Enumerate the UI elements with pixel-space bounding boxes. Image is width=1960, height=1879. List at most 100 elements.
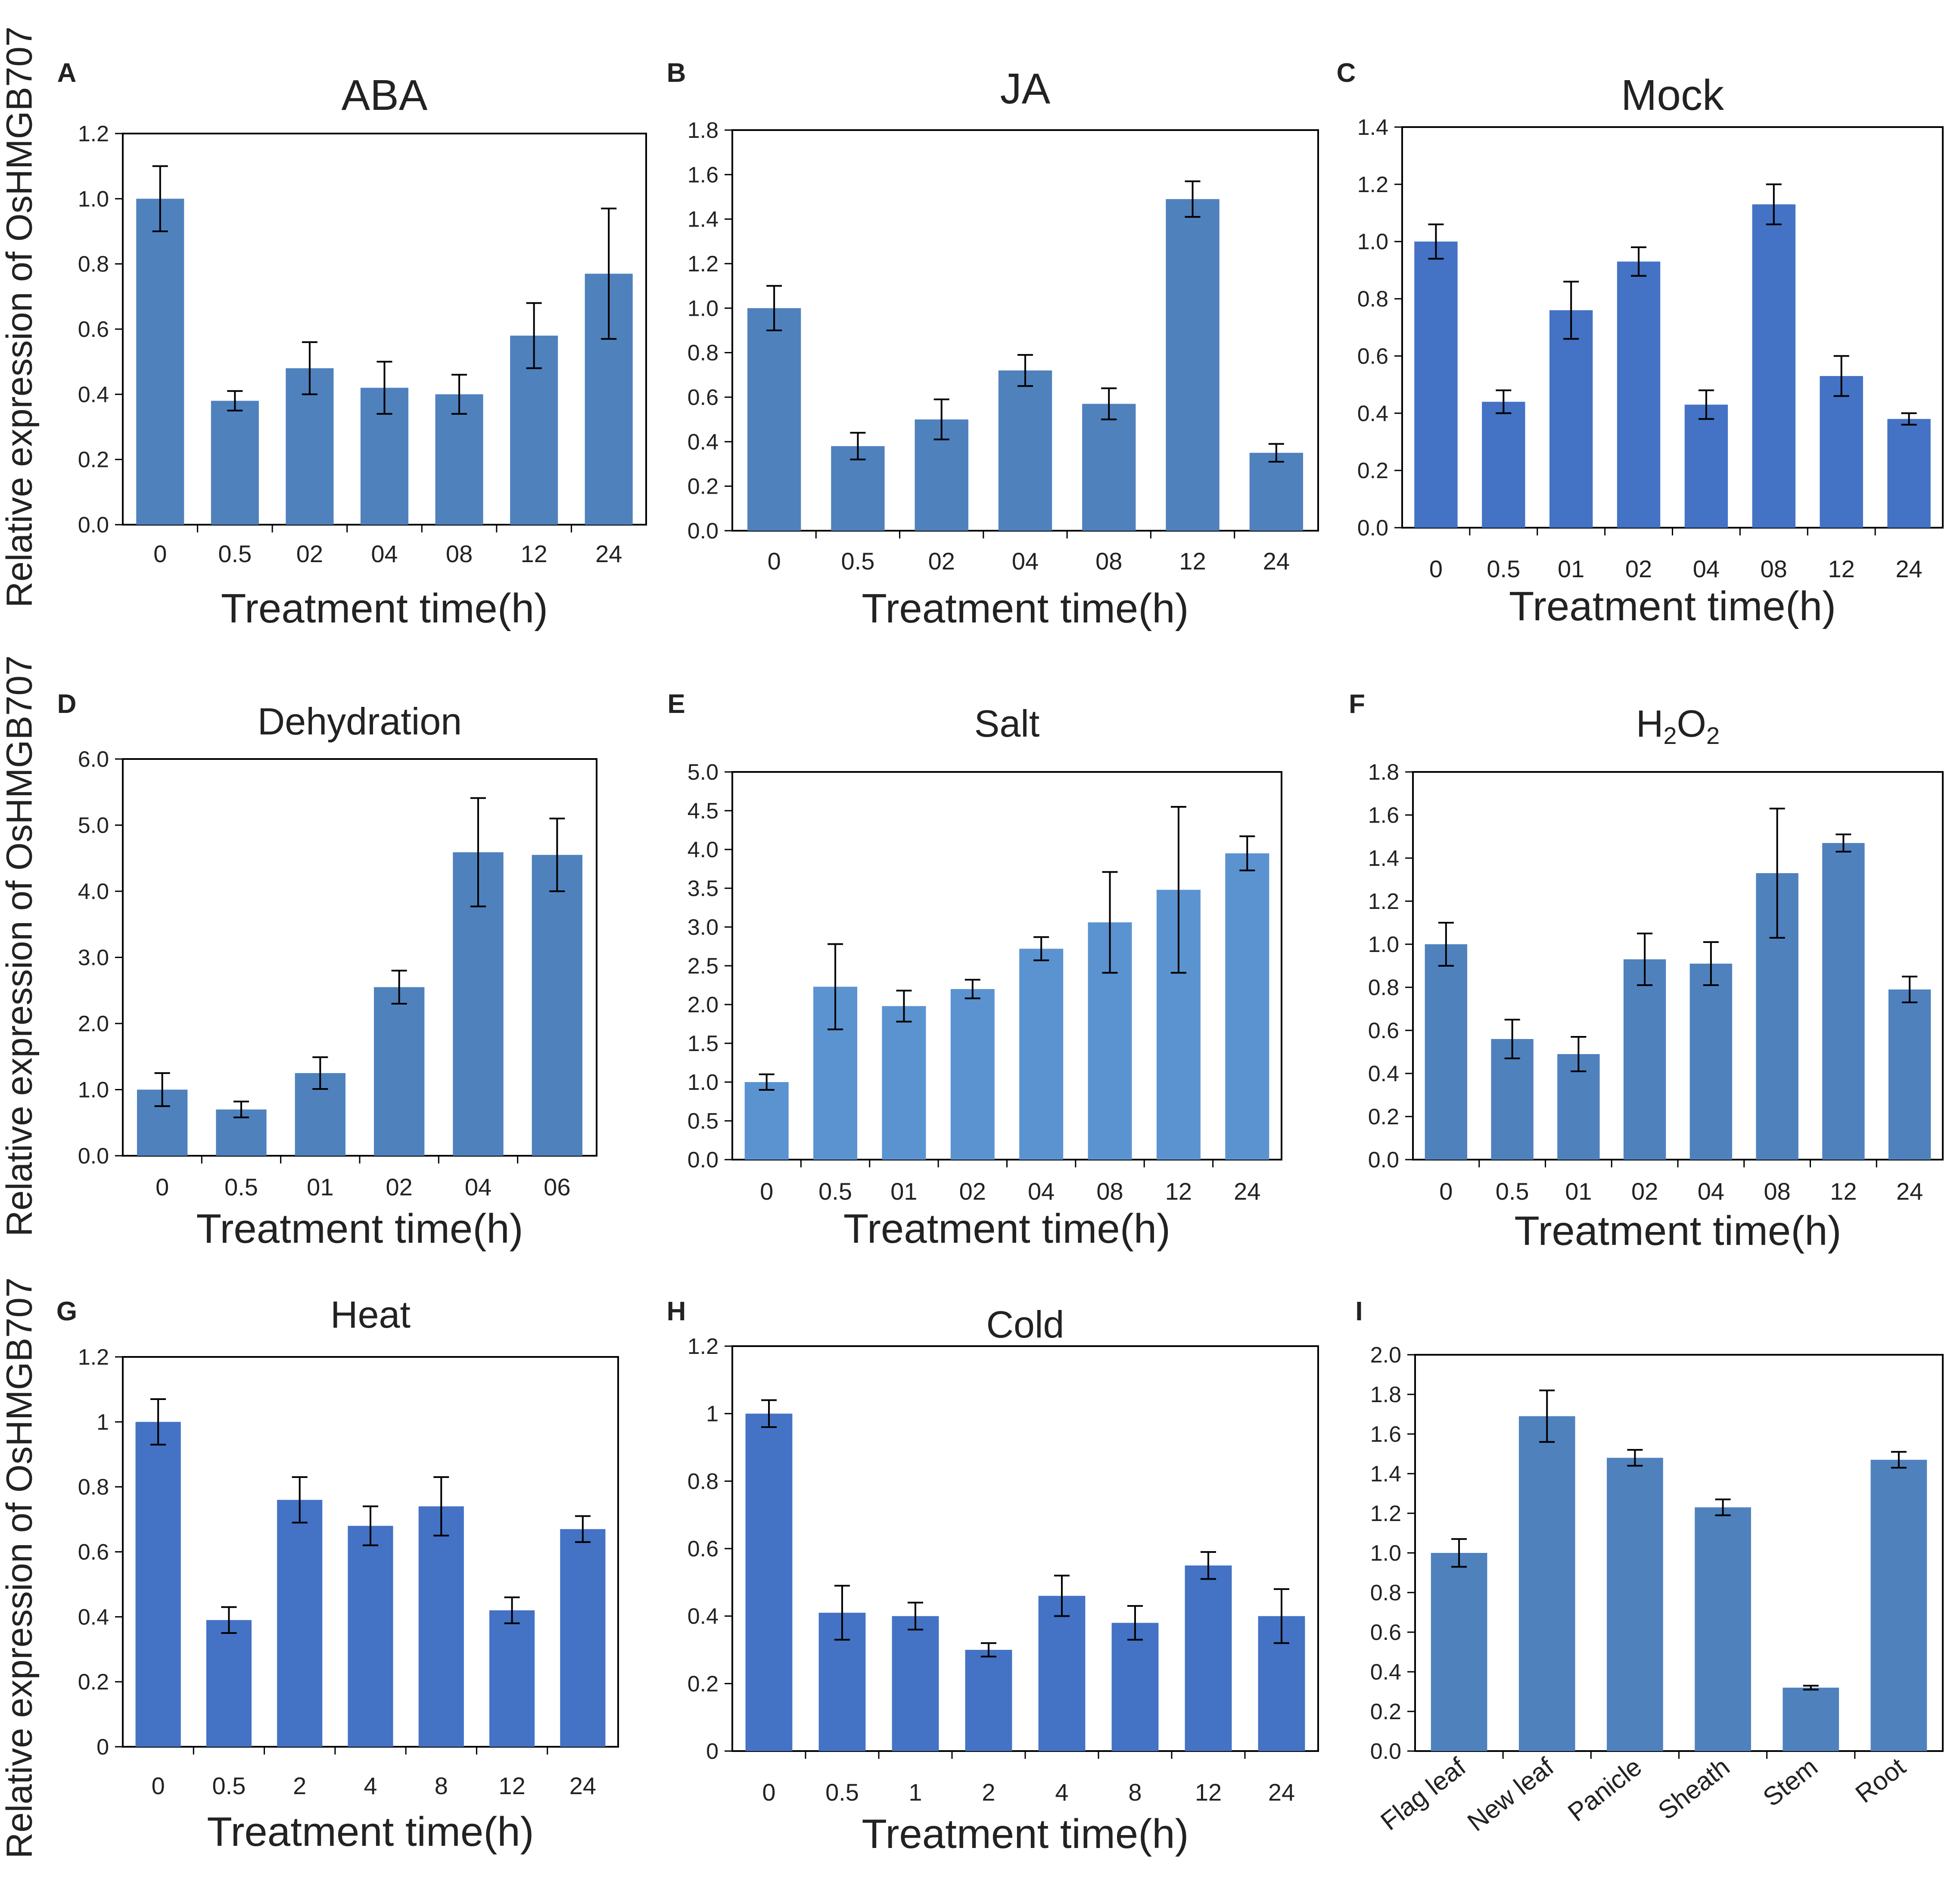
y-tick-label: 0.6 [1370,1620,1401,1645]
y-tick-label: 0 [96,1735,109,1760]
chart-title: Heat [330,1293,411,1336]
x-tick-label: 0 [768,548,781,575]
bar [892,1616,939,1751]
y-tick-label: 1.6 [1370,1422,1401,1447]
bar [532,855,582,1156]
bar [1607,1458,1663,1751]
x-tick-label: Sheath [1652,1752,1735,1825]
bar [1623,959,1666,1160]
y-tick-label: 2.5 [688,954,719,979]
bar [277,1499,323,1747]
chart-title: ABA [341,71,427,119]
y-tick-label: 1.0 [1357,230,1388,255]
y-tick-label: 1.5 [688,1031,719,1056]
bar [374,987,425,1156]
x-axis-label: Treatment time(h) [1509,583,1836,629]
y-tick-label: 0.2 [688,474,719,499]
bar [950,989,995,1160]
y-tick-label: 1.2 [1357,172,1388,197]
bar [211,401,259,525]
bar [136,199,184,525]
y-tick-label: 1.2 [1370,1501,1401,1526]
bar [1249,453,1304,531]
y-tick-label: 0.8 [1357,287,1388,312]
chart-title: H2O2 [1636,702,1720,749]
chart-title: Mock [1621,71,1724,119]
bar [1752,204,1796,528]
bar [348,1526,393,1747]
bar [965,1650,1012,1751]
bar [1166,199,1220,531]
plot-frame [122,758,597,1157]
x-tick-label: 04 [465,1173,492,1201]
bar [1482,401,1525,528]
x-axis-label: Treatment time(h) [862,585,1188,632]
chart-title: Dehydration [258,700,462,743]
y-tick-label: 0.6 [688,1537,719,1562]
x-axis-label: Treatment time(h) [862,1811,1188,1857]
x-tick-label: 0 [156,1173,169,1201]
x-tick-label: 01 [890,1178,917,1205]
chart-panel-i: I 0.0 0.2 0.4 0.6 0.8 1.0 1.2 1.4 1.6 1.8 2.0 Flag l… [1355,1297,1944,1837]
y-tick-label: 0.0 [1370,1739,1401,1764]
bar [1518,1416,1575,1751]
x-tick-label: 0.5 [841,548,874,575]
x-tick-label: 4 [364,1772,377,1799]
y-tick-label: 2.0 [78,1011,109,1036]
bar [1684,404,1728,528]
y-tick-label: 0.0 [688,1148,719,1173]
bar [206,1620,252,1747]
y-tick-label: 1.2 [78,121,109,146]
panel-letter: I [1355,1297,1363,1326]
x-axis-label: Treatment time(h) [843,1206,1170,1252]
x-tick-label: 0.5 [1487,555,1520,582]
y-tick-label: 0.6 [78,1540,109,1565]
y-tick-label: 3.5 [688,876,719,901]
bar [1783,1687,1839,1751]
x-axis-label: Treatment time(h) [207,1809,534,1855]
panel-letter: B [667,58,686,88]
x-tick-label: 0 [760,1178,773,1205]
y-tick-label: 0 [706,1739,719,1764]
chart-panel-e: E Salt 0.0 0.5 1.0 1.5 2.0 2.5 3.0 3.5 4.0 4.5 5.0 0 0… [667,689,1282,1252]
y-tick-label: 1.2 [688,252,719,277]
y-tick-label: 0.2 [1370,1699,1401,1724]
y-tick-label: 1 [706,1402,719,1427]
y-tick-label: 4.0 [78,879,109,904]
x-axis-label: Treatment time(h) [221,585,548,632]
x-tick-label: 08 [1761,555,1787,582]
x-tick-label: 2 [293,1772,306,1799]
x-tick-label: 8 [1128,1779,1142,1806]
y-tick-label: 1.4 [1357,115,1388,140]
y-tick-label: 0.8 [688,341,719,366]
x-tick-label: 02 [928,548,955,575]
bar [1822,843,1865,1160]
y-tick-label: 0.4 [688,429,719,454]
bar [1617,261,1661,528]
y-tick-label: 0.6 [688,385,719,410]
bar [1019,949,1064,1160]
y-tick-label: 1.6 [1368,803,1399,828]
bar [418,1506,464,1747]
x-tick-label: 08 [1095,548,1122,575]
y-tick-label: 3.0 [688,915,719,940]
bar [1038,1596,1086,1751]
bar [1414,241,1458,528]
x-tick-label: 04 [1028,1178,1055,1205]
panel-letter: C [1337,58,1356,88]
bar [1888,989,1931,1160]
x-tick-label: 12 [498,1772,525,1799]
bar [1887,419,1931,528]
y-tick-label: 5.0 [78,813,109,838]
x-tick-label: 24 [595,540,622,567]
bar [1689,964,1733,1160]
panel-letter: H [667,1297,686,1326]
y-tick-label: 1.0 [688,1070,719,1095]
y-tick-label: 0.8 [78,252,109,277]
x-tick-label: 08 [446,540,473,567]
y-tick-label: 5.0 [688,760,719,785]
x-tick-label: 0.5 [825,1779,859,1806]
x-tick-label: 12 [1165,1178,1192,1205]
